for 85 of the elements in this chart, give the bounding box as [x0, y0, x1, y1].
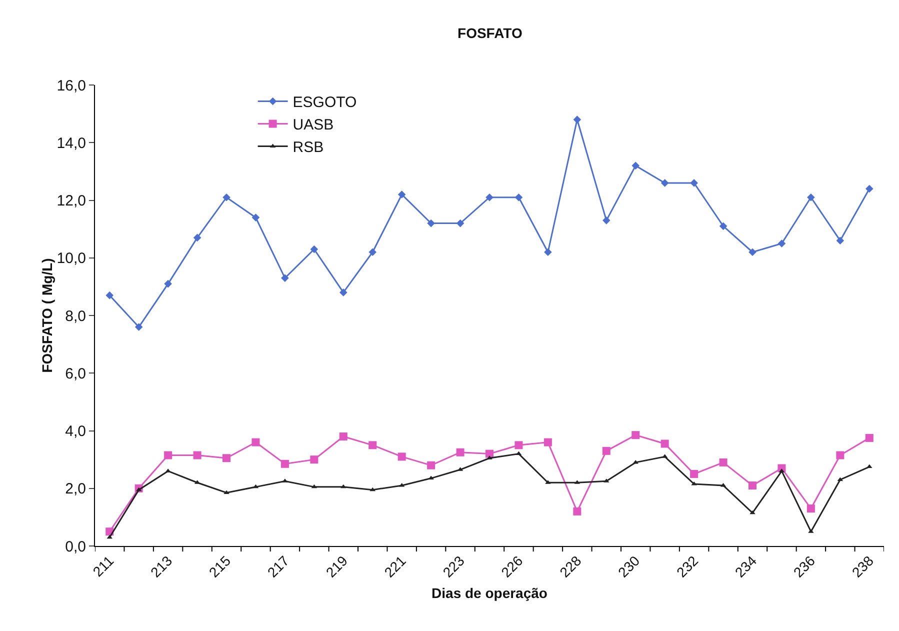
y-tick-label: 10,0 [56, 250, 86, 268]
point [573, 116, 582, 124]
y-tick-label: 2,0 [65, 480, 86, 498]
y-tick-label: 8,0 [65, 308, 86, 325]
point [719, 458, 728, 466]
y-tick-label: 14,0 [56, 134, 86, 152]
point [339, 432, 348, 441]
point [602, 216, 610, 224]
x-tick-label: 230 [614, 552, 643, 580]
x-tick-label: 213 [147, 552, 176, 580]
point [866, 464, 872, 468]
legend-label: RSB [292, 139, 324, 156]
point [836, 451, 844, 460]
point [427, 219, 435, 228]
point [807, 193, 815, 202]
point [370, 487, 376, 492]
x-tick-label: 234 [732, 552, 760, 580]
point [573, 507, 582, 516]
point [660, 440, 669, 448]
y-tick-label: 12,0 [56, 192, 86, 210]
x-tick-label: 228 [556, 552, 584, 580]
point [456, 448, 464, 456]
point [544, 438, 552, 446]
point [339, 288, 348, 296]
point [865, 434, 874, 442]
point [806, 504, 815, 513]
y-axis-title: FOSFATO ( Mg/L) [38, 258, 55, 373]
x-tick-label: 226 [498, 552, 526, 580]
point [544, 248, 552, 256]
point [106, 534, 112, 539]
point [632, 431, 640, 440]
x-tick-label: 232 [673, 552, 702, 580]
point [398, 452, 406, 461]
point [514, 441, 523, 450]
point [281, 274, 289, 282]
point [865, 184, 874, 193]
point [632, 162, 640, 170]
y-tick-label: 16,0 [56, 77, 86, 94]
point [164, 451, 172, 460]
y-tick-label: 4,0 [65, 423, 86, 440]
x-axis-title: Dias de operação [432, 585, 548, 601]
legend-label: ESGOTO [292, 94, 357, 112]
x-tick-label: 223 [440, 552, 468, 580]
point [690, 470, 698, 478]
point [748, 481, 756, 490]
point [134, 323, 143, 331]
x-tick-label: 211 [90, 552, 117, 580]
x-tick-label: 219 [322, 552, 351, 580]
point [222, 454, 230, 462]
point [368, 248, 377, 256]
point [252, 214, 260, 222]
x-tick-label: 236 [790, 552, 818, 580]
point [486, 193, 494, 202]
point [602, 446, 610, 455]
chart-title: FOSFATO [458, 25, 522, 42]
point [193, 451, 202, 460]
x-tick-label: 217 [264, 552, 292, 580]
point [514, 193, 523, 202]
x-tick-label: 238 [848, 552, 877, 580]
point [193, 234, 202, 242]
y-tick-label: 0,0 [65, 538, 86, 556]
point [778, 240, 786, 248]
point [368, 441, 377, 450]
point [340, 484, 346, 488]
x-tick-label: 221 [381, 552, 410, 580]
point [222, 193, 230, 202]
point [690, 179, 698, 187]
point [750, 510, 756, 514]
point [310, 245, 318, 254]
point [106, 291, 114, 300]
point [719, 222, 728, 230]
point [748, 248, 756, 256]
point [660, 179, 669, 187]
point [836, 236, 844, 244]
point [456, 219, 464, 228]
point [632, 460, 638, 464]
x-tick-label: 215 [206, 552, 234, 580]
point [398, 190, 406, 198]
y-tick-label: 6,0 [65, 365, 86, 382]
point [427, 461, 436, 470]
point [252, 438, 260, 446]
point [310, 456, 318, 464]
legend-label: UASB [292, 116, 334, 134]
point [164, 280, 172, 288]
point [280, 460, 289, 468]
